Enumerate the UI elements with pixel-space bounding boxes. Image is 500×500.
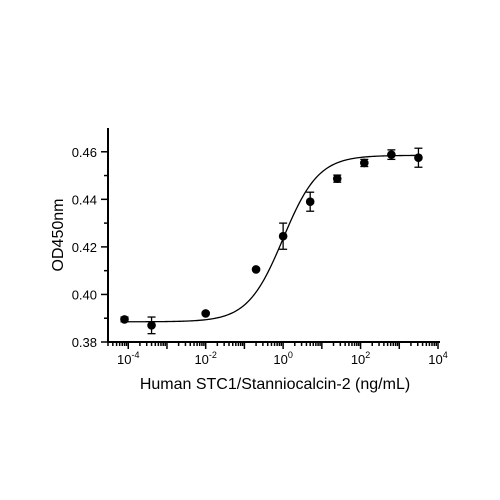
data-point [305, 197, 315, 207]
data-point [387, 150, 396, 159]
x-tick-label: 10-2 [194, 350, 216, 367]
data-points [120, 147, 423, 335]
x-tick-label: 10-4 [117, 350, 139, 367]
data-point-group [360, 158, 369, 168]
data-point-group [201, 309, 210, 318]
data-point [201, 309, 210, 318]
data-point-group [147, 316, 156, 335]
data-point [360, 158, 369, 168]
y-tick-label: 0.46 [72, 145, 97, 160]
y-tick-label: 0.44 [72, 192, 97, 207]
data-point [251, 265, 261, 274]
x-axis-ticks: 10-4 10-2 100 102 104 [107, 342, 448, 367]
y-tick-label: 0.42 [72, 240, 97, 255]
data-point [147, 321, 156, 330]
x-axis-title: Human STC1/Stanniocalcin-2 (ng/mL) [140, 376, 410, 393]
data-point-group [305, 191, 315, 212]
x-tick-label: 104 [428, 350, 447, 367]
y-axis-title: OD450nm [50, 199, 67, 272]
data-point-group [251, 265, 261, 274]
data-point [278, 231, 288, 241]
data-point-group [120, 315, 129, 324]
y-tick-label: 0.40 [72, 287, 97, 302]
y-axis-ticks: 0.38 0.40 0.42 0.44 0.46 [72, 145, 108, 350]
data-point-group [414, 147, 423, 168]
data-point [414, 153, 423, 163]
data-point-group [387, 149, 396, 161]
fit-curve [124, 154, 419, 323]
x-tick-label: 102 [351, 350, 370, 367]
data-point-group [332, 174, 342, 183]
data-point-group [278, 222, 288, 250]
data-point [332, 174, 342, 183]
x-tick-label: 100 [273, 350, 292, 367]
data-point [120, 315, 129, 324]
y-tick-label: 0.38 [72, 335, 97, 350]
